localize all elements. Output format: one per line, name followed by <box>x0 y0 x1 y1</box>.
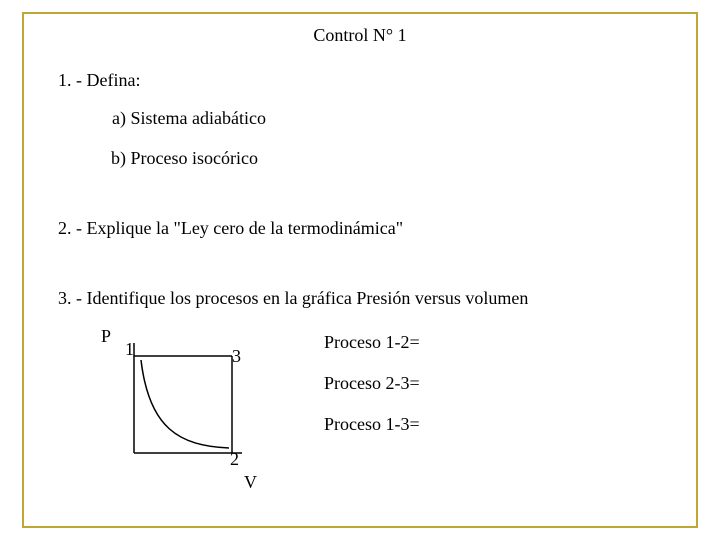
axis-label-v: V <box>244 472 257 493</box>
question-1b: b) Proceso isocórico <box>111 148 258 169</box>
process-1-2: Proceso 1-2= <box>324 332 420 353</box>
process-1-3: Proceso 1-3= <box>324 414 420 435</box>
pv-chart <box>124 338 244 458</box>
page-title: Control N° 1 <box>0 25 720 46</box>
question-1: 1. - Defina: <box>58 70 140 91</box>
process-2-3: Proceso 2-3= <box>324 373 420 394</box>
axis-label-p: P <box>101 326 111 347</box>
question-2: 2. - Explique la "Ley cero de la termodi… <box>58 218 403 239</box>
question-1a: a) Sistema adiabático <box>112 108 266 129</box>
question-3: 3. - Identifique los procesos en la gráf… <box>58 288 528 309</box>
